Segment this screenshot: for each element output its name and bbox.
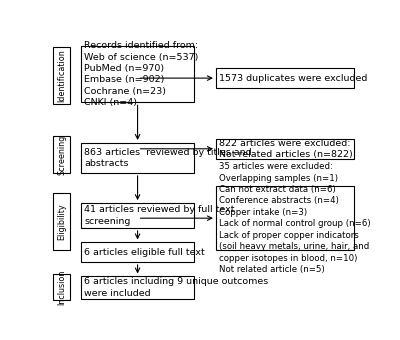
FancyBboxPatch shape [53, 274, 70, 300]
Text: Identification: Identification [57, 49, 66, 102]
FancyBboxPatch shape [81, 242, 194, 262]
Text: Eligibility: Eligibility [57, 203, 66, 240]
Text: 863 articles  reviewed by titles and
abstracts: 863 articles reviewed by titles and abst… [84, 148, 252, 168]
FancyBboxPatch shape [53, 193, 70, 250]
FancyBboxPatch shape [216, 139, 354, 158]
FancyBboxPatch shape [53, 136, 70, 173]
Text: Screening: Screening [57, 135, 66, 175]
Text: 6 articles eligible full text: 6 articles eligible full text [84, 248, 205, 257]
FancyBboxPatch shape [216, 186, 354, 250]
FancyBboxPatch shape [81, 46, 194, 102]
FancyBboxPatch shape [81, 276, 194, 299]
Text: 41 articles reviewed by full text
screening: 41 articles reviewed by full text screen… [84, 205, 234, 226]
FancyBboxPatch shape [216, 68, 354, 88]
Text: Inclusion: Inclusion [57, 269, 66, 305]
FancyBboxPatch shape [81, 143, 194, 173]
Text: 822 articles were excluded:
Not related articles (n=822): 822 articles were excluded: Not related … [219, 139, 353, 159]
FancyBboxPatch shape [53, 47, 70, 104]
Text: 6 articles including 9 unique outcomes
were included: 6 articles including 9 unique outcomes w… [84, 277, 268, 298]
Text: 35 articles were excluded:
Overlapping samples (n=1)
Can not extract data (n=6)
: 35 articles were excluded: Overlapping s… [219, 162, 370, 274]
Text: Records identified from:
Web of science (n=537)
PubMed (n=970)
Embase (n=902)
Co: Records identified from: Web of science … [84, 41, 198, 107]
FancyBboxPatch shape [81, 203, 194, 228]
Text: 1573 duplicates were excluded: 1573 duplicates were excluded [219, 73, 367, 83]
